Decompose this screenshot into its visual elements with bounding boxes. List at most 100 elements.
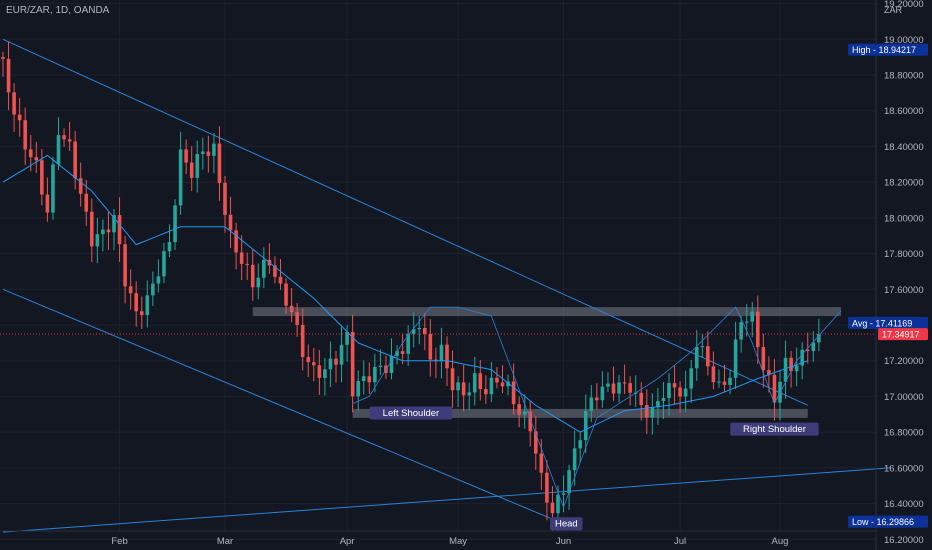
candle-body [700,346,705,348]
candle-body [184,149,188,163]
candle-body [306,357,311,363]
candle-body [656,401,660,408]
candle-body [262,259,266,278]
candle-body [317,365,322,378]
candle-body [378,365,383,367]
candle-body [395,351,399,356]
candle-body [389,355,394,373]
candle-body [17,114,22,121]
time-tick-label: Mar [217,536,233,547]
trendlines [2,38,892,533]
candle-body [162,251,166,277]
moving-average-line [2,154,808,433]
candle-body [600,386,605,401]
price-label: High - 18.94217 [852,45,916,55]
price-tick-label: 17.00000 [884,392,924,403]
candle-body [611,383,616,394]
candle-body [789,357,793,372]
candle-body [51,164,55,213]
candle-body [134,293,138,312]
pattern-label: Left Shoulder [383,408,440,419]
trendline [2,467,892,533]
candle-body [595,397,599,401]
candle-body [783,357,788,382]
candle-body [328,358,333,370]
candle-body [728,377,732,385]
candle-body [112,215,116,233]
candle-body [223,182,227,215]
candle-body [744,321,749,323]
candle-body [273,265,277,277]
grid [0,0,876,540]
price-tick-label: 18.00000 [884,213,924,224]
candle-body [750,311,755,322]
candle-body [622,382,627,384]
candle-body [506,381,510,387]
candle-body [106,229,111,233]
time-tick-label: Jun [556,536,571,547]
candle-body [173,205,177,243]
time-axis[interactable]: Feb Mar Apr May Jun Jul Aug [111,536,788,547]
price-label: 17.34917 [882,330,920,340]
time-tick-label: Apr [340,536,355,547]
candle-body [34,157,39,161]
candle-body [472,373,477,393]
candle-body [417,327,422,330]
price-tick-label: 18.60000 [884,106,924,117]
candle-body [478,373,483,390]
candle-body [678,387,682,397]
price-label-box [848,43,928,56]
candle-body [450,368,455,391]
pattern-label-box [730,422,819,436]
candle-body [217,143,222,183]
candle-body [151,283,155,296]
pattern-label-box [369,406,453,420]
candle-body [500,382,505,387]
candle-body [145,295,150,316]
candle-body [550,502,555,514]
candle-body [756,311,760,348]
candle-body [467,392,471,396]
time-tick-label: Feb [111,536,127,547]
candle-body [534,431,538,454]
candle-body [706,346,710,367]
candle-body [350,332,355,397]
candle-body [139,311,144,316]
candle-body [484,389,488,395]
candle-body [156,276,161,284]
candle-body [539,453,544,473]
candle-body [101,229,105,235]
candle-body [617,382,621,394]
candle-body [284,283,288,306]
pattern-labels: Left Shoulder Head Right Shoulder [369,406,819,531]
candle-body [84,193,89,212]
candle-body [178,149,183,206]
price-tick-label: 16.80000 [884,428,924,439]
candle-body [212,143,216,156]
candle-body [6,58,11,93]
price-tick-label: 17.60000 [884,285,924,296]
price-label-box [848,316,928,329]
price-tick-label: 19.00000 [884,35,924,46]
candle-body [23,120,27,150]
pattern-label: Right Shoulder [743,424,806,435]
candle-body [189,162,194,178]
candle-body [56,135,61,165]
price-label: Avg - 17.41169 [852,318,912,328]
candle-body [661,398,666,402]
candle-body [606,383,610,387]
candle-body [561,493,566,495]
price-axis[interactable]: 16.20000 16.40000 16.60000 16.80000 17.00000… [884,0,924,546]
price-tick-label: 16.40000 [884,499,924,510]
time-tick-label: Jul [674,536,686,547]
head-and-shoulders-pattern-line [352,306,842,509]
candle-body [295,312,299,325]
candle-body [522,411,527,415]
candle-body [461,382,466,396]
candle-body [456,382,460,391]
price-tick-label: 18.20000 [884,178,924,189]
candles [1,41,821,532]
candle-body [367,376,372,383]
candle-body [772,374,777,403]
